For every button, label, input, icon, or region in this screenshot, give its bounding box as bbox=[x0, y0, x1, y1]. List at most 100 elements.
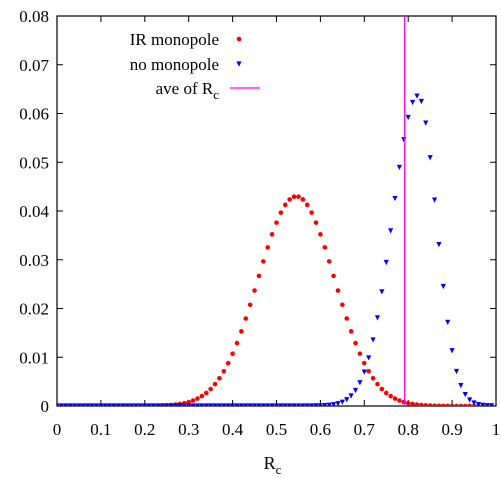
no-monopole-point bbox=[449, 348, 455, 354]
ir-monopole-point bbox=[239, 329, 244, 334]
no-monopole-point bbox=[361, 369, 367, 375]
ir-monopole-point bbox=[203, 390, 209, 396]
ir-monopole-point bbox=[278, 210, 284, 215]
legend-marker-no-monopole bbox=[236, 61, 242, 67]
ir-monopole-point bbox=[467, 403, 472, 406]
no-monopole-point bbox=[63, 403, 69, 406]
no-monopole-point bbox=[352, 387, 359, 394]
no-monopole-point bbox=[489, 403, 495, 406]
no-monopole-point bbox=[383, 259, 389, 266]
no-monopole-point bbox=[304, 403, 310, 406]
ir-monopole-point bbox=[326, 259, 332, 264]
ir-monopole-point bbox=[462, 403, 468, 406]
no-monopole-point bbox=[164, 403, 170, 406]
ir-monopole-point bbox=[195, 396, 200, 401]
ir-monopole-point bbox=[454, 403, 459, 406]
no-monopole-point bbox=[436, 242, 442, 248]
no-monopole-point bbox=[76, 403, 82, 406]
no-monopole-point bbox=[80, 403, 86, 406]
ir-monopole-point bbox=[357, 351, 363, 357]
ir-monopole-point bbox=[379, 386, 385, 392]
no-monopole-point bbox=[423, 120, 429, 126]
plot-area bbox=[56, 15, 497, 407]
no-monopole-point bbox=[137, 403, 144, 406]
no-monopole-point bbox=[265, 403, 271, 406]
no-monopole-point bbox=[221, 403, 227, 406]
x-tick-label: 0.6 bbox=[310, 420, 331, 439]
no-monopole-point bbox=[458, 383, 464, 389]
no-monopole-point bbox=[357, 380, 363, 386]
no-monopole-point bbox=[396, 164, 403, 171]
no-monopole-point bbox=[98, 403, 104, 406]
no-monopole-point bbox=[431, 197, 438, 203]
no-monopole-point bbox=[67, 403, 73, 406]
no-monopole-point bbox=[133, 403, 139, 406]
no-monopole-point bbox=[300, 403, 306, 406]
no-monopole-point bbox=[212, 403, 218, 406]
no-monopole-point bbox=[199, 403, 205, 406]
ir-monopole-point bbox=[300, 197, 306, 202]
no-monopole-point bbox=[107, 403, 113, 406]
ir-monopole-point bbox=[287, 197, 292, 202]
ir-monopole-point bbox=[186, 399, 191, 405]
no-monopole-point bbox=[366, 355, 372, 361]
y-tick-label: 0.07 bbox=[19, 56, 49, 75]
no-monopole-point bbox=[370, 337, 376, 343]
ir-monopole-point bbox=[252, 288, 257, 293]
ir-monopole-point bbox=[322, 245, 328, 250]
no-monopole-point bbox=[313, 403, 319, 406]
ir-monopole-point bbox=[217, 375, 222, 381]
no-monopole-point bbox=[335, 401, 341, 406]
ir-monopole-point bbox=[432, 403, 437, 406]
ir-monopole-point bbox=[221, 368, 227, 374]
ir-monopole-point bbox=[313, 220, 319, 225]
no-monopole-point bbox=[234, 403, 240, 406]
x-tick-label: 0.8 bbox=[398, 420, 419, 439]
ir-monopole-point bbox=[190, 398, 196, 403]
ir-monopole-point bbox=[401, 399, 407, 405]
ir-monopole-point bbox=[405, 400, 411, 406]
legend-label: no monopole bbox=[130, 55, 219, 74]
no-monopole-point bbox=[194, 403, 201, 406]
ir-monopole-point bbox=[340, 302, 345, 308]
no-monopole-point bbox=[339, 399, 345, 405]
ir-monopole-point bbox=[212, 381, 218, 387]
no-monopole-point bbox=[418, 98, 424, 105]
no-monopole-point bbox=[124, 403, 130, 406]
no-monopole-point bbox=[484, 403, 490, 406]
x-tick-label: 0.2 bbox=[134, 420, 155, 439]
ir-monopole-point bbox=[366, 368, 371, 374]
no-monopole-point bbox=[344, 397, 350, 403]
ir-monopole-point bbox=[370, 375, 376, 381]
no-monopole-point bbox=[440, 283, 446, 290]
y-tick-label: 0.01 bbox=[19, 348, 49, 367]
ir-monopole-point bbox=[208, 386, 213, 392]
no-monopole-point bbox=[181, 403, 187, 406]
no-monopole-point bbox=[330, 402, 337, 406]
no-monopole-point bbox=[427, 155, 433, 161]
no-monopole-point bbox=[190, 403, 196, 406]
no-monopole-point bbox=[462, 392, 468, 398]
ir-monopole-point bbox=[441, 403, 446, 406]
ir-monopole-point bbox=[449, 403, 455, 406]
no-monopole-point bbox=[186, 403, 192, 406]
no-monopole-point bbox=[142, 403, 148, 406]
no-monopole-point bbox=[247, 403, 253, 406]
x-axis-title: Rc bbox=[264, 453, 282, 477]
y-tick-label: 0.05 bbox=[19, 153, 49, 172]
no-monopole-point bbox=[177, 403, 183, 406]
ir-monopole-point bbox=[419, 402, 424, 406]
no-monopole-point bbox=[71, 403, 78, 406]
y-tick-label: 0 bbox=[41, 397, 50, 416]
no-monopole-point bbox=[388, 228, 394, 234]
y-tick-label: 0.04 bbox=[19, 202, 49, 221]
no-monopole-point bbox=[291, 403, 297, 406]
ir-monopole-point bbox=[265, 245, 271, 250]
no-monopole-point bbox=[115, 403, 122, 406]
no-monopole-point bbox=[471, 400, 477, 406]
ir-monopole-point bbox=[344, 316, 350, 321]
no-monopole-point bbox=[168, 403, 174, 406]
no-monopole-point bbox=[326, 402, 332, 406]
